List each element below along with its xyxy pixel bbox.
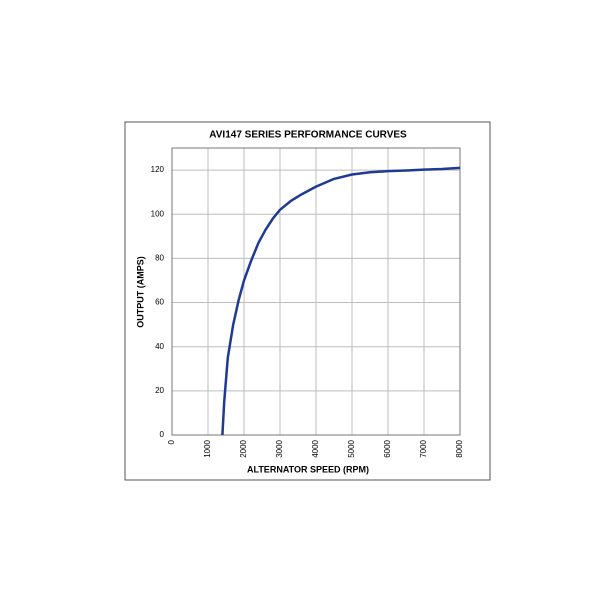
x-tick-label: 3000 xyxy=(275,439,284,457)
x-tick-label: 4000 xyxy=(311,439,320,457)
y-tick-label: 0 xyxy=(160,430,165,439)
y-tick-label: 20 xyxy=(155,386,164,395)
x-tick-label: 0 xyxy=(167,439,176,444)
x-tick-label: 2000 xyxy=(239,439,248,457)
chart-title: AVI147 SERIES PERFORMANCE CURVES xyxy=(209,130,407,141)
y-tick-label: 80 xyxy=(155,253,164,262)
y-tick-label: 40 xyxy=(155,342,164,351)
x-tick-label: 6000 xyxy=(383,439,392,457)
x-tick-label: 7000 xyxy=(419,439,428,457)
y-axis-label: OUTPUT (AMPS) xyxy=(135,256,145,328)
x-axis-label: ALTERNATOR SPEED (RPM) xyxy=(247,464,369,474)
chart-frame xyxy=(124,121,491,481)
y-tick-label: 120 xyxy=(151,165,165,174)
x-tick-label: 5000 xyxy=(347,439,356,457)
plot-area xyxy=(171,147,461,436)
y-tick-label: 100 xyxy=(151,209,165,218)
line-series xyxy=(221,166,461,436)
x-tick-label: 1000 xyxy=(203,439,212,457)
y-tick-label: 60 xyxy=(155,298,164,307)
x-tick-label: 8000 xyxy=(455,439,464,457)
